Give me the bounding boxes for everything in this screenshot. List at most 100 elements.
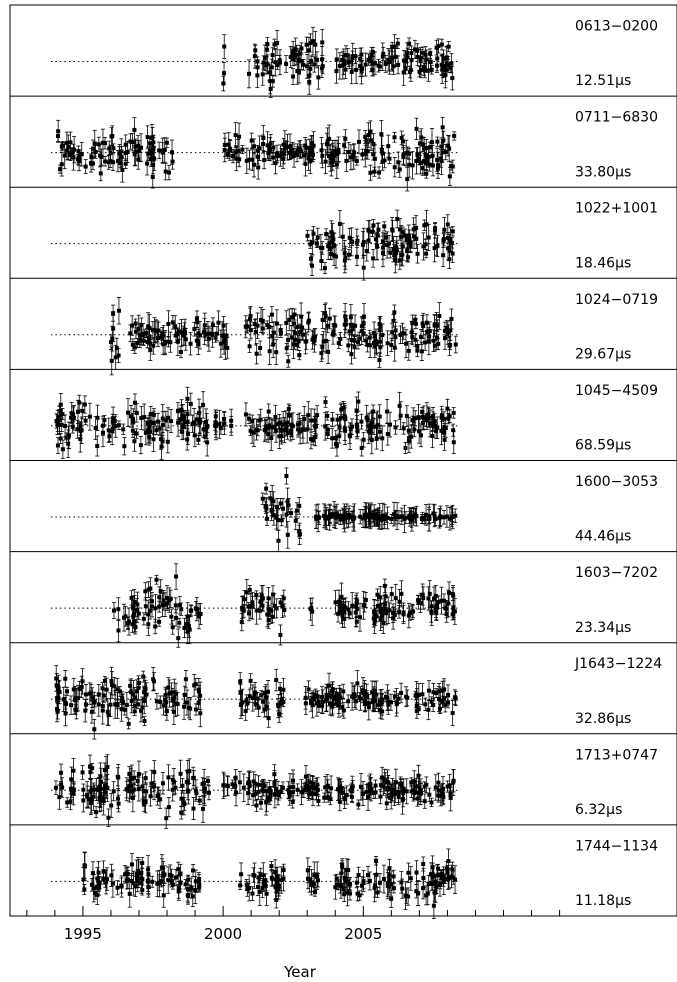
- data-point: [407, 513, 412, 518]
- data-point: [144, 331, 149, 336]
- data-point: [132, 439, 137, 444]
- data-point: [392, 165, 397, 170]
- data-point: [406, 348, 411, 353]
- data-point: [148, 429, 153, 434]
- data-point: [403, 341, 408, 346]
- data-point: [395, 216, 400, 221]
- data-point: [181, 425, 186, 430]
- data-point: [273, 414, 278, 419]
- data-point: [405, 55, 410, 60]
- data-point: [347, 59, 352, 64]
- data-point: [278, 501, 283, 506]
- data-point: [160, 331, 165, 336]
- data-point: [310, 39, 315, 44]
- data-point: [450, 76, 455, 81]
- data-point: [179, 408, 184, 413]
- data-point: [93, 149, 98, 154]
- data-point: [295, 324, 300, 329]
- data-point: [331, 237, 336, 242]
- data-point: [386, 57, 391, 62]
- data-point: [163, 169, 168, 174]
- data-point: [414, 225, 419, 230]
- data-point: [424, 414, 429, 419]
- data-point: [433, 226, 438, 231]
- data-point: [406, 241, 411, 246]
- data-point: [372, 169, 377, 174]
- data-point: [229, 423, 234, 428]
- data-point: [271, 330, 276, 335]
- data-point: [369, 438, 374, 443]
- data-point: [109, 358, 114, 363]
- data-point: [373, 339, 378, 344]
- data-point: [100, 430, 105, 435]
- data-point: [260, 496, 265, 501]
- data-point: [286, 359, 291, 364]
- data-point: [222, 337, 227, 342]
- data-point: [376, 63, 381, 68]
- data-point: [222, 421, 227, 426]
- data-point: [352, 345, 357, 350]
- data-point: [319, 66, 324, 71]
- data-point: [107, 146, 112, 151]
- data-point: [437, 314, 442, 319]
- data-point: [432, 513, 437, 518]
- data-point: [337, 63, 342, 68]
- data-point: [266, 150, 271, 155]
- data-point: [247, 317, 252, 322]
- data-point: [277, 58, 282, 63]
- data-point: [137, 333, 142, 338]
- data-point: [364, 415, 369, 420]
- data-point: [264, 47, 269, 52]
- data-point: [347, 235, 352, 240]
- data-point: [180, 413, 185, 418]
- data-point: [248, 428, 253, 433]
- data-point: [359, 69, 364, 74]
- data-point: [354, 422, 359, 427]
- data-point: [380, 333, 385, 338]
- data-point: [411, 514, 416, 519]
- data-point: [308, 159, 313, 164]
- data-point: [422, 223, 427, 228]
- data-point: [296, 427, 301, 432]
- data-point: [273, 161, 278, 166]
- data-point: [452, 133, 457, 138]
- data-point: [446, 246, 451, 251]
- data-point: [366, 429, 371, 434]
- data-point: [292, 153, 297, 158]
- data-point: [414, 158, 419, 163]
- data-point: [377, 429, 382, 434]
- data-point: [283, 421, 288, 426]
- data-point: [192, 433, 197, 438]
- data-point: [253, 329, 258, 334]
- data-point: [294, 508, 299, 513]
- data-point: [418, 141, 423, 146]
- data-point: [310, 141, 315, 146]
- data-point: [428, 60, 433, 65]
- data-point: [264, 486, 269, 491]
- panel-scale-label: 29.67μs: [575, 346, 631, 362]
- data-point: [133, 329, 138, 334]
- data-point: [268, 86, 273, 91]
- data-point: [403, 233, 408, 238]
- data-point: [202, 329, 207, 334]
- data-point: [136, 143, 141, 148]
- data-point: [380, 54, 385, 59]
- data-point: [255, 323, 260, 328]
- data-point: [329, 230, 334, 235]
- data-point: [319, 148, 324, 153]
- data-point: [149, 136, 154, 141]
- data-point: [130, 140, 135, 145]
- data-point: [260, 72, 265, 77]
- data-point: [197, 417, 202, 422]
- data-point: [410, 321, 415, 326]
- data-point: [75, 427, 80, 432]
- data-point: [368, 55, 373, 60]
- data-point: [57, 417, 62, 422]
- data-point: [285, 430, 290, 435]
- data-point: [305, 64, 310, 69]
- data-point: [264, 63, 269, 68]
- data-point: [430, 163, 435, 168]
- data-point: [424, 512, 429, 517]
- data-point: [71, 155, 76, 160]
- data-point: [247, 71, 252, 76]
